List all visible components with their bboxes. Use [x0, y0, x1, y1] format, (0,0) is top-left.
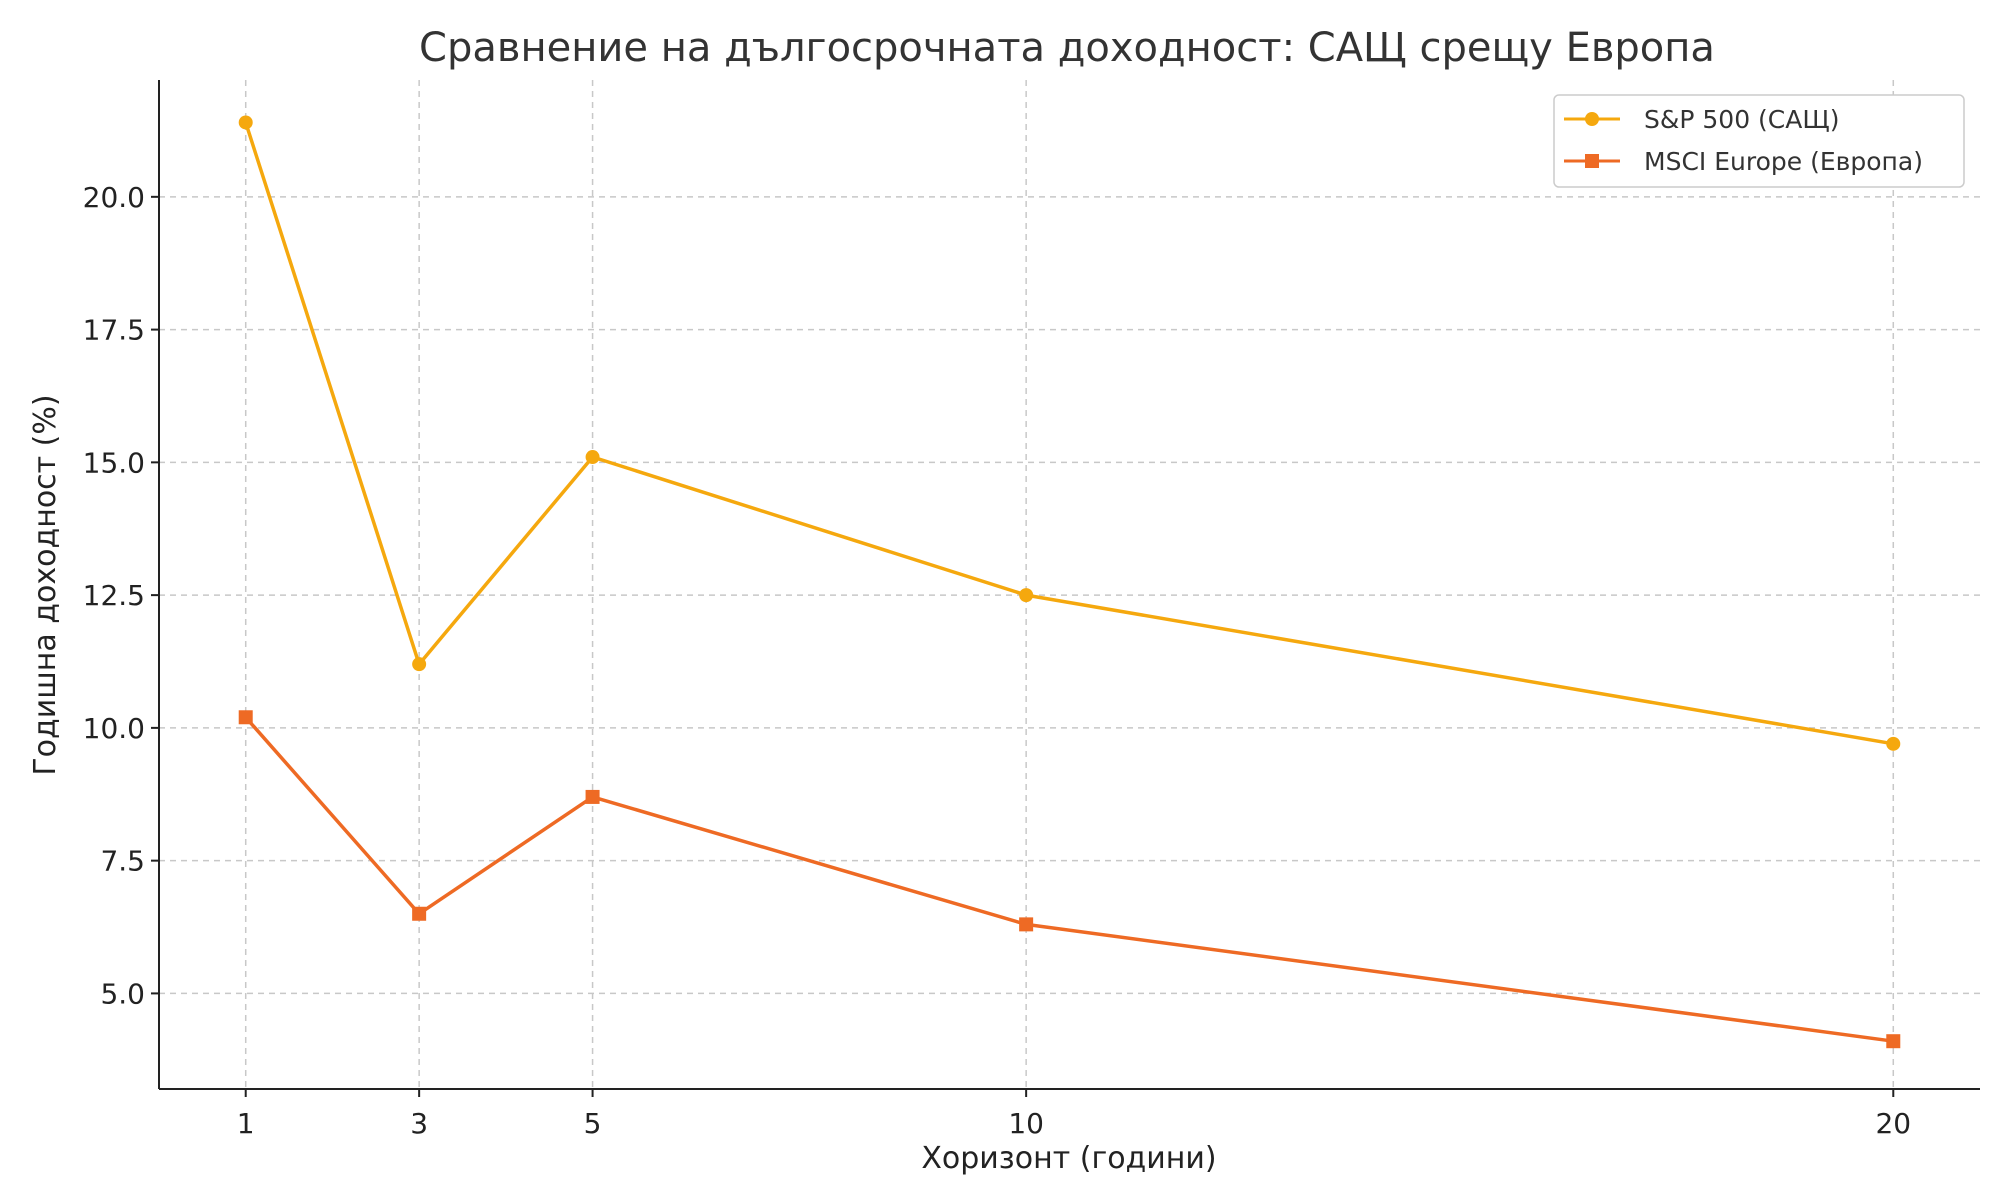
data-point	[585, 789, 600, 804]
x-tick-label: 3	[410, 1107, 428, 1140]
data-point	[1886, 736, 1901, 751]
legend-marker-msci-europe	[1585, 154, 1599, 168]
data-point	[1019, 588, 1034, 603]
series-layer	[238, 115, 1901, 1049]
y-tick-label: 17.5	[83, 314, 145, 347]
legend-label-sp500: S&P 500 (САЩ)	[1644, 105, 1839, 134]
y-tick-label: 7.5	[100, 845, 145, 878]
y-tick-label: 10.0	[83, 712, 145, 745]
data-point	[585, 450, 600, 465]
ticks: 5.0 7.5 10.0 12.5 15.0 17.5 20.0 1 3 5 10 20	[83, 181, 1911, 1140]
data-point	[1886, 1034, 1901, 1049]
legend-marker-sp500	[1585, 112, 1599, 126]
data-point	[412, 906, 427, 921]
x-tick-label: 1	[237, 1107, 255, 1140]
series-line-0	[244, 121, 1894, 746]
y-tick-label: 12.5	[83, 579, 145, 612]
data-point	[1019, 917, 1034, 932]
x-tick-label: 5	[584, 1107, 602, 1140]
grid	[159, 80, 1980, 1089]
y-tick-label: 5.0	[100, 977, 145, 1010]
data-point	[238, 115, 253, 130]
x-axis-label: Хоризонт (години)	[921, 1141, 1216, 1176]
series-line-1	[244, 716, 1894, 1043]
x-tick-label: 10	[1008, 1107, 1044, 1140]
legend-label-msci-europe: MSCI Europe (Европа)	[1644, 147, 1923, 176]
data-point	[412, 657, 427, 672]
data-point	[238, 710, 253, 725]
y-tick-label: 20.0	[83, 181, 145, 214]
legend-frame	[1553, 94, 1965, 188]
y-axis-label: Годишна доходност (%)	[28, 394, 63, 775]
legend: S&P 500 (САЩ) MSCI Europe (Европа)	[1553, 94, 1965, 188]
x-tick-label: 20	[1875, 1107, 1911, 1140]
y-tick-label: 15.0	[83, 446, 145, 479]
chart-title: Сравнение на дългосрочната доходност: СА…	[419, 25, 1715, 71]
